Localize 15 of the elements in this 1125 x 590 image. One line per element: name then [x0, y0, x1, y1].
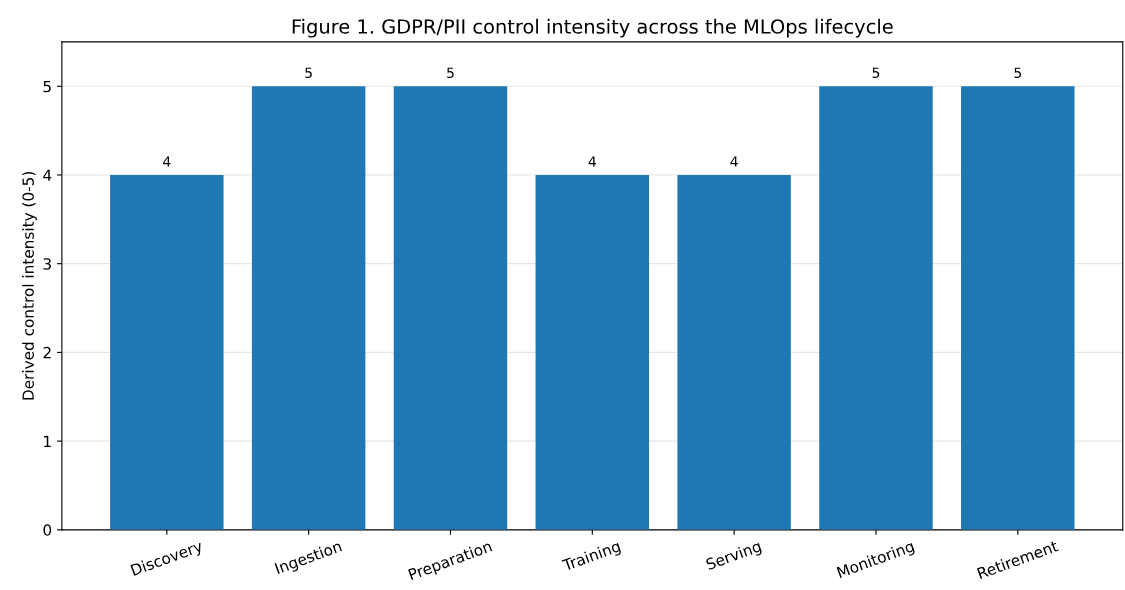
chart-title: Figure 1. GDPR/PII control intensity across the MLOps lifecycle: [292, 18, 893, 38]
data-label: 5: [872, 67, 880, 78]
data-label: 5: [305, 67, 312, 78]
y-tick-label: 0: [43, 524, 52, 536]
y-axis-title: Derived control intensity (0-5): [22, 171, 37, 400]
data-label: 4: [163, 156, 171, 167]
y-tick-label: 5: [43, 80, 51, 93]
y-tick-label: 4: [43, 169, 52, 181]
data-label: 5: [447, 67, 454, 78]
data-label: 4: [588, 156, 596, 167]
data-label: 4: [730, 156, 738, 167]
y-tick-label: 3: [43, 258, 51, 270]
data-label: 5: [1014, 67, 1021, 78]
y-tick-label: 2: [43, 346, 51, 359]
y-tick-label: 1: [44, 435, 51, 447]
